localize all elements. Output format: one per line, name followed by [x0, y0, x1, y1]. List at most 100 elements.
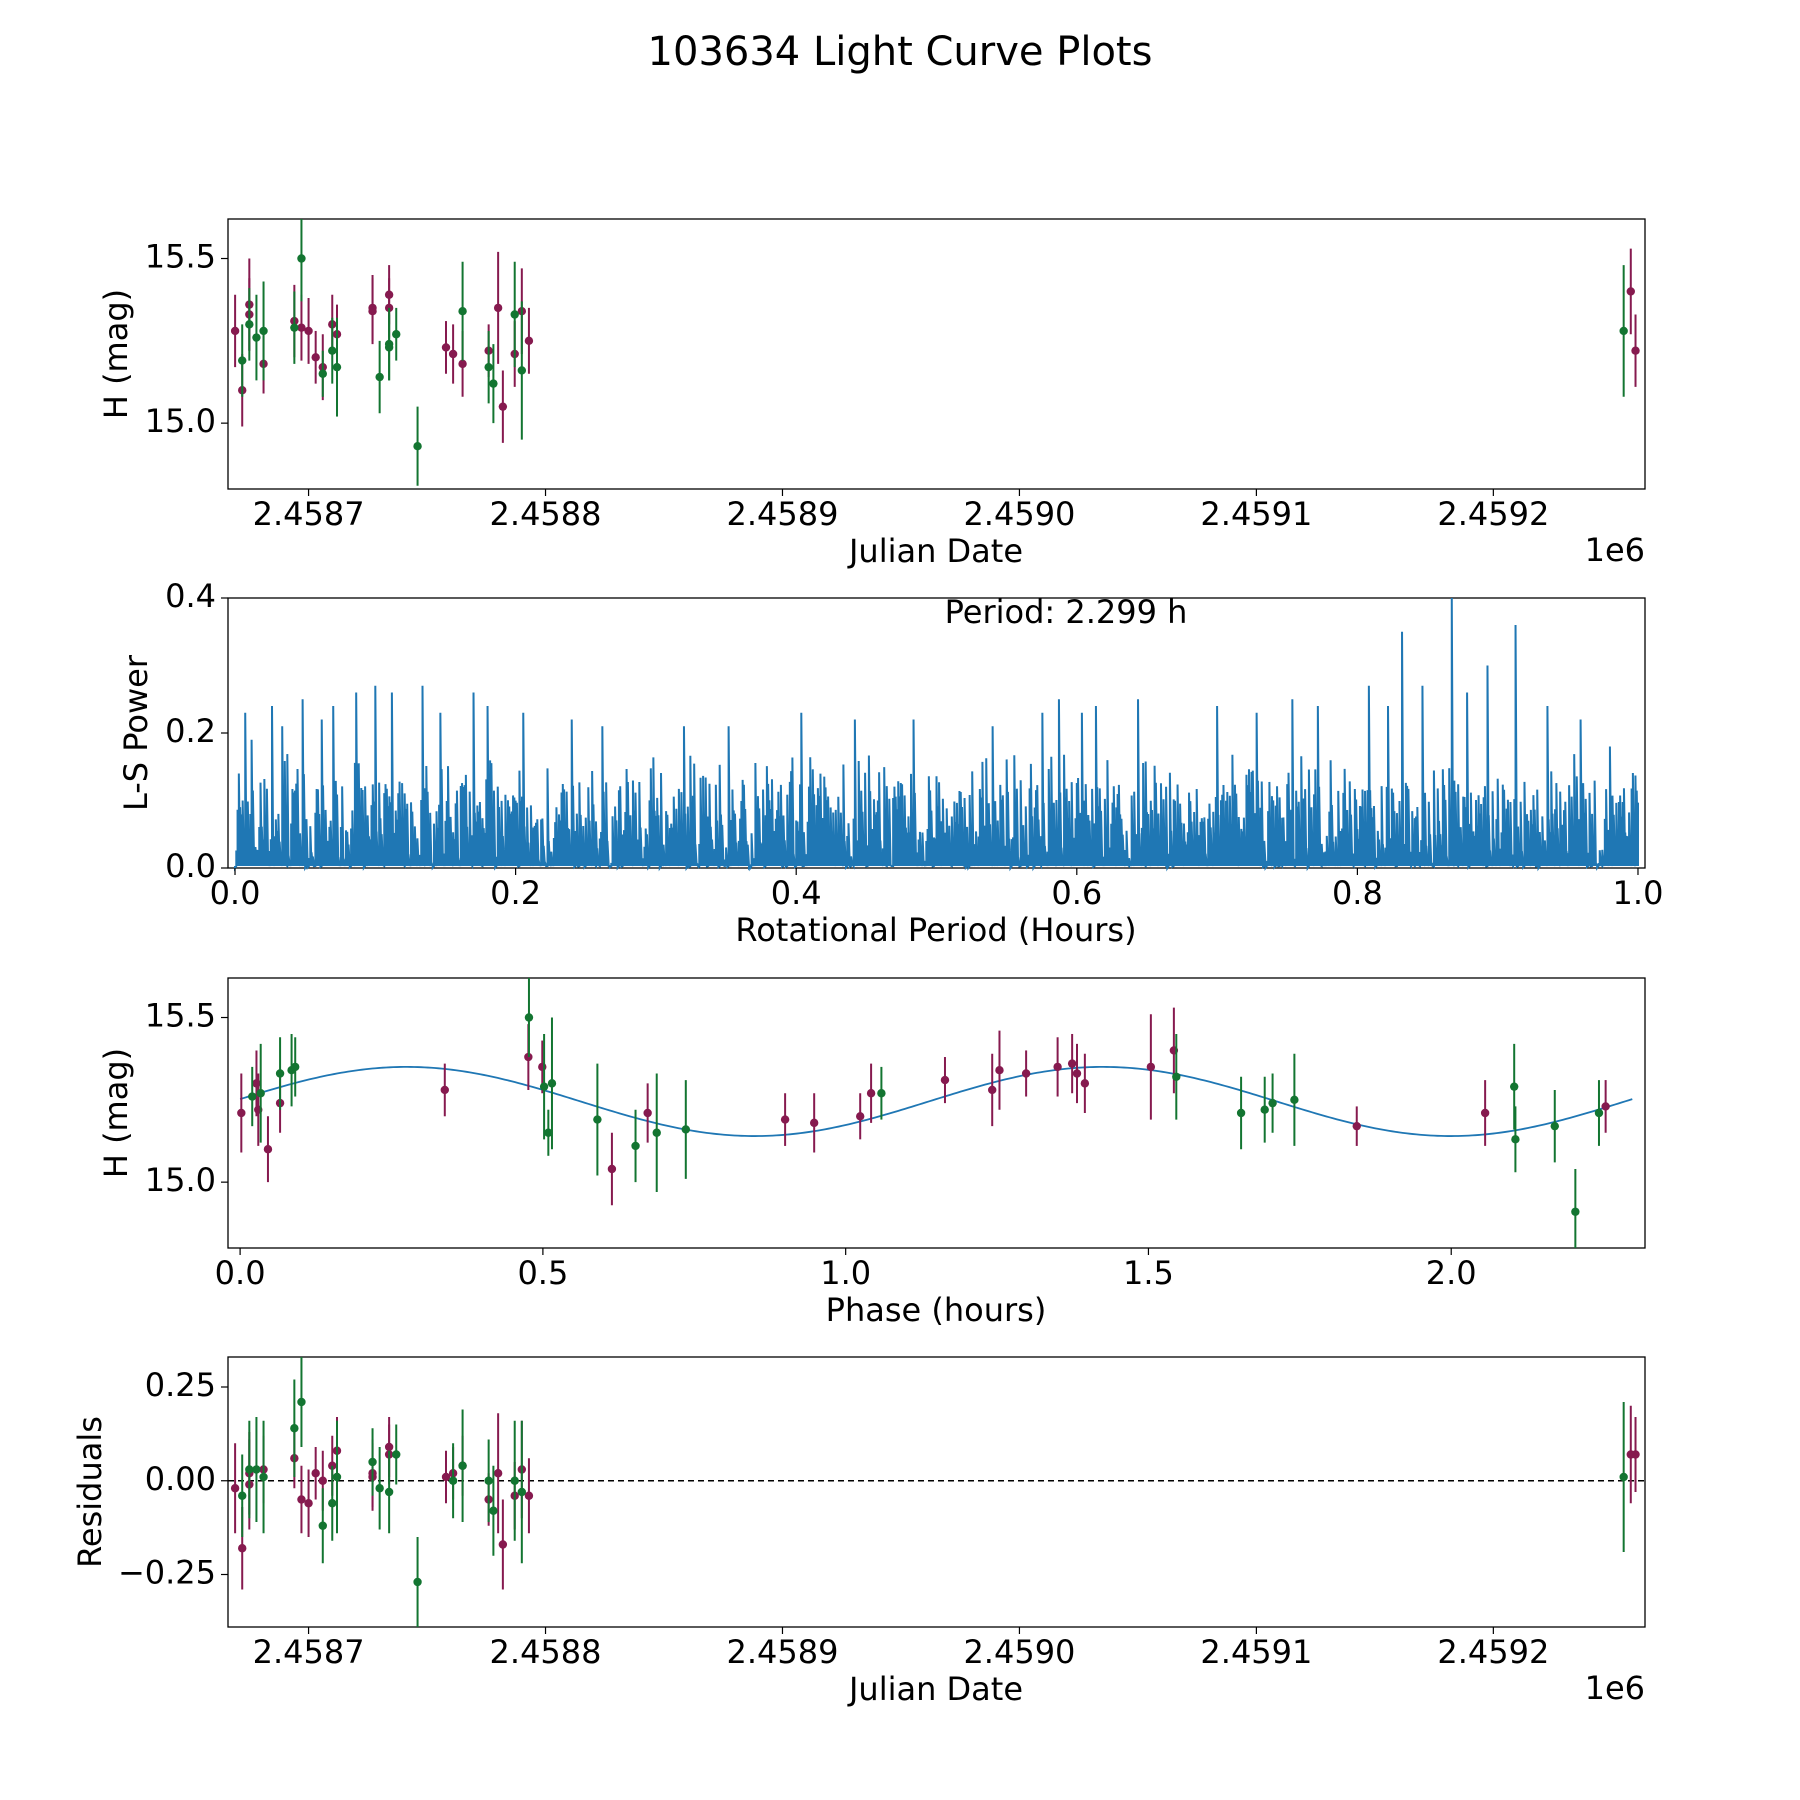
residuals-data-point: [311, 1469, 320, 1478]
residuals-plot-frame: [227, 1356, 1646, 1628]
phased-data-point: [1072, 1069, 1082, 1078]
residuals-data-point: [368, 1457, 377, 1467]
lightcurve-data-point: [245, 320, 254, 329]
lightcurve-data-point: [259, 326, 268, 336]
residuals-data-point: [297, 1397, 306, 1407]
lightcurve-data-point: [489, 379, 498, 388]
phased-ticks: 0.0 0.5 1.0 1.5 2.0 15.0 15.5: [145, 997, 1477, 1292]
phased-data-point: [652, 1128, 661, 1137]
figure-title: 103634 Light Curve Plots: [648, 29, 1153, 75]
residuals-data-point: [318, 1521, 327, 1530]
lightcurve-x-tick-label: 2.4591: [1200, 495, 1312, 533]
residuals-x-tick-label: 2.4589: [726, 1633, 838, 1671]
residuals-data-point: [1631, 1450, 1640, 1459]
lightcurve-data-point: [448, 349, 458, 359]
lightcurve-y-tick-label: 15.0: [145, 402, 216, 440]
phased-data-point: [995, 1065, 1004, 1075]
residuals-data-point: [489, 1506, 498, 1515]
residuals-panel: 2.4587 2.4588 2.4589 2.4590 2.4591 2.4592 −0.2…: [71, 1356, 1646, 1708]
period-annotation: Period: 2.299 h: [945, 593, 1188, 631]
lightcurve-data-point: [458, 306, 467, 316]
lightcurve-data-point: [297, 254, 306, 263]
phased-data-point: [856, 1112, 865, 1121]
periodogram-x-label: Rotational Period (Hours): [735, 911, 1136, 949]
phased-data-point: [1594, 1108, 1604, 1118]
phased-y-tick-label: 15.0: [145, 1161, 216, 1199]
phased-plot-frame: [227, 977, 1646, 1249]
phased-data-point: [544, 1128, 553, 1137]
residuals-data-point: [498, 1540, 508, 1549]
residuals-data-point: [297, 1495, 306, 1504]
lightcurve-data-point: [524, 336, 534, 346]
lightcurve-panel: 2.4587 2.4588 2.4589 2.4590 2.4591 2.4592 15.0…: [97, 218, 1646, 570]
phased-data-point: [440, 1085, 449, 1095]
residuals-x-tick-label: 2.4588: [490, 1633, 602, 1671]
residuals-ticks: 2.4587 2.4588 2.4589 2.4590 2.4591 2.4592 −0.2…: [118, 1366, 1549, 1671]
lightcurve-data-point: [441, 343, 451, 352]
lightcurve-data-point: [510, 310, 519, 319]
lightcurve-x-tick-label: 2.4590: [963, 495, 1075, 533]
lightcurve-data-point: [484, 362, 493, 372]
residuals-data-point: [238, 1544, 247, 1553]
periodogram-x-tick-label: 0.8: [1332, 874, 1383, 912]
phased-data-point: [1290, 1095, 1299, 1105]
phased-fit-curve: [239, 1066, 1633, 1137]
phased-y-tick-label: 15.5: [145, 997, 216, 1035]
phased-data-point: [1510, 1082, 1519, 1091]
lightcurve-ticks: 2.4587 2.4588 2.4589 2.4590 2.4591 2.4592 15.0…: [145, 238, 1550, 533]
phased-x-label: Phase (hours): [826, 1291, 1047, 1329]
phased-data-point: [877, 1089, 886, 1098]
phased-data-point: [1571, 1207, 1580, 1216]
residuals-marks: [228, 1357, 1645, 1627]
lightcurve-data-point: [311, 353, 320, 362]
lightcurve-data-point: [413, 441, 422, 451]
phased-data-point: [547, 1079, 557, 1088]
phased-data-point: [988, 1085, 997, 1095]
residuals-data-point: [304, 1499, 313, 1508]
lightcurve-data-point: [238, 356, 247, 365]
lightcurve-x-tick-label: 2.4589: [726, 495, 838, 533]
residuals-data-point: [392, 1450, 401, 1459]
residuals-y-label: Residuals: [71, 1416, 109, 1568]
phased-data-point: [1352, 1121, 1361, 1131]
periodogram-ticks: 0.0 0.2 0.4 0.6 0.8 1.0 0.0 0.2 0.4: [165, 577, 1663, 912]
lightcurve-x-tick-label: 2.4587: [253, 495, 365, 533]
residuals-data-point: [230, 1484, 240, 1493]
phased-data-point: [1021, 1069, 1031, 1078]
lightcurve-y-tick-label: 15.5: [145, 238, 216, 276]
lightcurve-plot-frame: [227, 218, 1646, 490]
phased-data-point: [809, 1118, 819, 1128]
lightcurve-data-point: [230, 326, 240, 336]
phased-data-point: [524, 1013, 534, 1022]
lightcurve-data-point: [328, 346, 337, 355]
phased-data-point: [263, 1145, 273, 1154]
residuals-data-point: [1619, 1472, 1628, 1482]
periodogram-y-tick-label: 0.2: [165, 712, 216, 750]
phased-data-point: [1550, 1121, 1559, 1131]
phased-data-point: [1146, 1062, 1156, 1072]
phased-x-tick-label: 2.0: [1426, 1254, 1477, 1292]
lightcurve-data-point: [368, 303, 377, 313]
periodogram-x-tick-label: 1.0: [1613, 874, 1664, 912]
residuals-data-point: [517, 1487, 527, 1497]
phased-data-point: [780, 1115, 790, 1124]
residuals-x-tick-label: 2.4587: [253, 1633, 365, 1671]
phased-data-point: [1172, 1072, 1181, 1081]
phased-data-point: [248, 1092, 257, 1101]
lightcurve-data-point: [297, 323, 306, 332]
residuals-data-point: [238, 1491, 247, 1500]
lightcurve-marks: [230, 219, 1640, 486]
lightcurve-data-point: [290, 323, 299, 332]
lightcurve-x-label: Julian Date: [847, 532, 1023, 570]
phased-data-point: [631, 1141, 640, 1151]
residuals-data-point: [328, 1499, 337, 1508]
phased-data-point: [538, 1062, 547, 1072]
phased-data-point: [681, 1125, 690, 1134]
lightcurve-y-label: H (mag): [97, 289, 135, 419]
phased-data-point: [940, 1075, 950, 1085]
phased-data-point: [275, 1069, 285, 1078]
residuals-data-point: [448, 1476, 458, 1485]
lightcurve-data-point: [318, 369, 327, 378]
lightcurve-x-offset-label: 1e6: [1585, 531, 1645, 569]
